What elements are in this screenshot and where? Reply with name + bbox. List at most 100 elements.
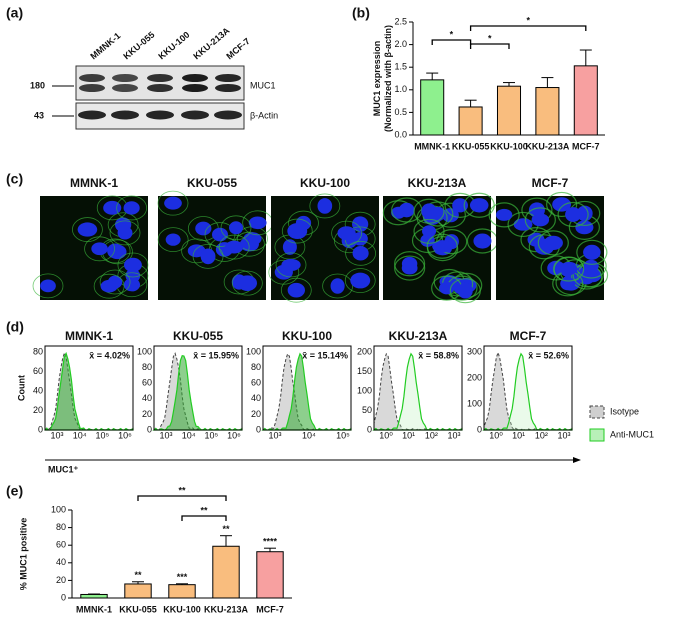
- nucleus: [108, 244, 127, 260]
- nucleus: [237, 275, 258, 291]
- flow-y-tick: 0: [367, 424, 372, 434]
- band: [214, 110, 242, 120]
- flow-x-tick: 10⁶: [118, 430, 132, 440]
- y-axis-label: % MUC1 positive: [18, 518, 28, 591]
- membrane: [192, 243, 224, 269]
- flow-x-tick: 10⁵: [95, 430, 109, 440]
- membrane: [449, 278, 481, 304]
- y-tick-label: 1.0: [394, 84, 407, 94]
- flow-x-tick: 10³: [50, 430, 63, 440]
- flow-x-tick: 10²: [535, 430, 548, 440]
- band: [182, 74, 208, 82]
- plot-frame: [44, 345, 134, 431]
- membrane: [204, 222, 236, 247]
- significance: **: [134, 570, 142, 580]
- nucleus: [583, 244, 601, 260]
- band: [79, 74, 105, 82]
- flow-title: KKU-100: [282, 329, 332, 343]
- bar: [212, 545, 240, 599]
- membrane: [394, 255, 426, 281]
- x-tick-label: KKU-055: [119, 604, 157, 614]
- bracket: [181, 515, 227, 521]
- nucleus: [248, 216, 267, 230]
- nucleus: [531, 213, 550, 227]
- band: [182, 84, 208, 92]
- anti-muc1-curve: [44, 351, 134, 431]
- nucleus: [100, 279, 118, 293]
- flow-y-tick: 0: [256, 424, 261, 434]
- band: [79, 84, 105, 92]
- membrane: [32, 273, 64, 299]
- bracket: [137, 495, 227, 501]
- panel-label: (e): [6, 483, 23, 499]
- x-tick-label: KKU-055: [452, 141, 490, 151]
- bar: [256, 551, 284, 599]
- membrane: [557, 201, 589, 228]
- nucleus: [165, 233, 181, 246]
- panel-label: (d): [6, 319, 24, 335]
- band-label: β-Actin: [250, 110, 278, 120]
- bracket-label: *: [488, 33, 492, 43]
- flow-y-tick: 200: [467, 372, 482, 382]
- band: [181, 110, 209, 120]
- y-tick-label: 0.0: [394, 129, 407, 139]
- flow-x-tick: 10⁴: [302, 430, 316, 440]
- membrane: [275, 252, 307, 278]
- significance: ****: [263, 537, 278, 547]
- membrane: [524, 207, 556, 233]
- membrane: [268, 259, 300, 285]
- x-tick-label: MMNK-1: [414, 141, 450, 151]
- flow-y-tick: 40: [33, 385, 43, 395]
- flow-y-tick: 60: [142, 378, 152, 388]
- flow-x-tick: 10¹: [512, 430, 525, 440]
- nucleus: [91, 242, 108, 256]
- nucleus: [432, 240, 453, 253]
- nucleus: [195, 221, 212, 236]
- flow-x-tick: 10⁵: [204, 430, 218, 440]
- flow-x-tick: 10³: [159, 430, 172, 440]
- nucleus: [123, 201, 140, 215]
- membrane: [281, 218, 313, 244]
- band: [147, 74, 173, 82]
- flow-stat: x̄ = 52.6%: [528, 350, 569, 360]
- flow-x-tick: 10²: [425, 430, 438, 440]
- flow-x-tick: 10³: [557, 430, 570, 440]
- y-tick-label: 0.5: [394, 107, 407, 117]
- flow-y-tick: 100: [467, 398, 482, 408]
- anti-muc1-curve: [152, 355, 243, 431]
- band: [215, 84, 241, 92]
- bracket: [469, 25, 587, 31]
- significance: ***: [177, 572, 188, 582]
- bracket: [431, 39, 472, 45]
- nucleus: [330, 278, 345, 294]
- y-tick-label: 20: [56, 575, 66, 585]
- flow-y-label: Count: [16, 375, 26, 401]
- flow-y-tick: 20: [33, 405, 43, 415]
- nucleus: [457, 282, 473, 299]
- membrane: [109, 220, 141, 246]
- membrane: [413, 198, 445, 224]
- bar: [168, 584, 196, 599]
- flow-title: MCF-7: [510, 329, 547, 343]
- nucleus: [401, 256, 418, 271]
- y-tick-label: 60: [56, 540, 66, 550]
- image-title: KKU-100: [300, 176, 350, 190]
- membrane: [309, 193, 341, 219]
- nucleus: [552, 197, 572, 212]
- flow-y-tick: 80: [251, 362, 261, 372]
- nucleus: [200, 248, 216, 265]
- flow-y-tick: 100: [137, 346, 152, 356]
- flow-x-label: MUC1⁺: [48, 464, 79, 474]
- nucleus: [228, 221, 244, 235]
- y-axis-label: MUC1 expression: [372, 41, 382, 117]
- lane-label: KKU-100: [156, 30, 191, 62]
- flow-stat: x̄ = 15.14%: [302, 350, 348, 360]
- plot-frame: [153, 345, 243, 431]
- band: [78, 110, 106, 120]
- x-tick-label: KKU-213A: [204, 604, 249, 614]
- nucleus: [513, 218, 533, 231]
- membrane: [576, 239, 608, 265]
- flow-y-tick: 0: [147, 424, 152, 434]
- membrane: [116, 195, 148, 221]
